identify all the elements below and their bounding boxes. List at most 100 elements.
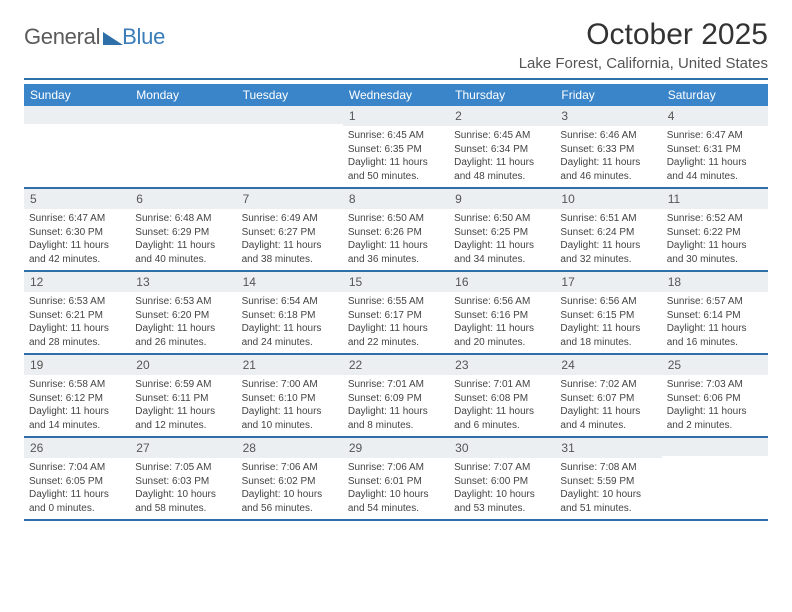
day-info-line: Daylight: 11 hours <box>560 405 656 419</box>
day-cell: 9Sunrise: 6:50 AMSunset: 6:25 PMDaylight… <box>449 189 555 270</box>
day-info-line: Sunrise: 6:47 AM <box>29 212 125 226</box>
day-info-line: Sunrise: 6:52 AM <box>667 212 763 226</box>
day-cell: 7Sunrise: 6:49 AMSunset: 6:27 PMDaylight… <box>237 189 343 270</box>
day-info-line: Sunset: 6:26 PM <box>348 226 444 240</box>
day-cell: 26Sunrise: 7:04 AMSunset: 6:05 PMDayligh… <box>24 438 130 519</box>
day-cell: 25Sunrise: 7:03 AMSunset: 6:06 PMDayligh… <box>662 355 768 436</box>
day-info-line: Daylight: 11 hours <box>667 239 763 253</box>
day-number: 31 <box>555 438 661 458</box>
day-number: 27 <box>130 438 236 458</box>
day-info-line: and 51 minutes. <box>560 502 656 516</box>
dow-tuesday: Tuesday <box>237 84 343 106</box>
day-number: 19 <box>24 355 130 375</box>
day-cell: 8Sunrise: 6:50 AMSunset: 6:26 PMDaylight… <box>343 189 449 270</box>
day-cell: 31Sunrise: 7:08 AMSunset: 5:59 PMDayligh… <box>555 438 661 519</box>
day-number: 22 <box>343 355 449 375</box>
day-info-line: Sunset: 6:31 PM <box>667 143 763 157</box>
day-cell: 22Sunrise: 7:01 AMSunset: 6:09 PMDayligh… <box>343 355 449 436</box>
logo-triangle-icon <box>103 32 123 45</box>
day-info-line: Sunset: 6:17 PM <box>348 309 444 323</box>
dow-sunday: Sunday <box>24 84 130 106</box>
day-cell: 27Sunrise: 7:05 AMSunset: 6:03 PMDayligh… <box>130 438 236 519</box>
day-info: Sunrise: 6:46 AMSunset: 6:33 PMDaylight:… <box>555 126 661 187</box>
day-info: Sunrise: 7:03 AMSunset: 6:06 PMDaylight:… <box>662 375 768 436</box>
day-number: 26 <box>24 438 130 458</box>
day-number <box>130 106 236 124</box>
day-info-line: Daylight: 10 hours <box>348 488 444 502</box>
day-number <box>237 106 343 124</box>
day-info-line: Sunset: 6:02 PM <box>242 475 338 489</box>
day-info: Sunrise: 6:45 AMSunset: 6:34 PMDaylight:… <box>449 126 555 187</box>
day-info-line: Daylight: 11 hours <box>560 156 656 170</box>
day-info-line: and 48 minutes. <box>454 170 550 184</box>
day-info-line: Sunrise: 6:57 AM <box>667 295 763 309</box>
day-info-line: Sunrise: 7:01 AM <box>454 378 550 392</box>
day-info-line: and 42 minutes. <box>29 253 125 267</box>
day-info-line: and 12 minutes. <box>135 419 231 433</box>
day-info-line: Sunrise: 6:46 AM <box>560 129 656 143</box>
day-info-line: Daylight: 11 hours <box>454 405 550 419</box>
day-info <box>24 124 130 131</box>
day-info <box>237 124 343 131</box>
day-info-line: Sunset: 6:09 PM <box>348 392 444 406</box>
logo: General Blue <box>24 18 165 50</box>
day-info-line: Sunset: 6:21 PM <box>29 309 125 323</box>
day-info-line: Sunrise: 6:48 AM <box>135 212 231 226</box>
logo-text-2: Blue <box>122 24 165 50</box>
day-info-line: Daylight: 11 hours <box>667 156 763 170</box>
dow-monday: Monday <box>130 84 236 106</box>
day-info: Sunrise: 7:01 AMSunset: 6:09 PMDaylight:… <box>343 375 449 436</box>
day-info-line: Sunrise: 6:53 AM <box>135 295 231 309</box>
day-info-line: Daylight: 11 hours <box>560 322 656 336</box>
day-cell: 24Sunrise: 7:02 AMSunset: 6:07 PMDayligh… <box>555 355 661 436</box>
day-info: Sunrise: 6:50 AMSunset: 6:26 PMDaylight:… <box>343 209 449 270</box>
day-info-line: Daylight: 10 hours <box>560 488 656 502</box>
day-info-line: Sunrise: 7:08 AM <box>560 461 656 475</box>
day-info-line: Sunrise: 6:55 AM <box>348 295 444 309</box>
day-cell: 6Sunrise: 6:48 AMSunset: 6:29 PMDaylight… <box>130 189 236 270</box>
day-info-line: Sunset: 6:24 PM <box>560 226 656 240</box>
day-info: Sunrise: 7:05 AMSunset: 6:03 PMDaylight:… <box>130 458 236 519</box>
day-info-line: Sunrise: 7:02 AM <box>560 378 656 392</box>
day-info-line: Sunset: 6:10 PM <box>242 392 338 406</box>
day-info-line: Daylight: 11 hours <box>560 239 656 253</box>
day-info-line: Sunrise: 7:06 AM <box>242 461 338 475</box>
day-number: 4 <box>662 106 768 126</box>
day-info-line: Daylight: 11 hours <box>135 322 231 336</box>
day-number: 23 <box>449 355 555 375</box>
day-info-line: Sunset: 6:29 PM <box>135 226 231 240</box>
day-info: Sunrise: 6:52 AMSunset: 6:22 PMDaylight:… <box>662 209 768 270</box>
day-info: Sunrise: 6:56 AMSunset: 6:15 PMDaylight:… <box>555 292 661 353</box>
day-info-line: Sunrise: 6:53 AM <box>29 295 125 309</box>
day-number: 29 <box>343 438 449 458</box>
day-info-line: Sunset: 6:33 PM <box>560 143 656 157</box>
day-info: Sunrise: 6:53 AMSunset: 6:20 PMDaylight:… <box>130 292 236 353</box>
day-number: 6 <box>130 189 236 209</box>
day-info-line: Daylight: 11 hours <box>348 156 444 170</box>
day-info-line: Daylight: 11 hours <box>667 322 763 336</box>
day-info-line: and 44 minutes. <box>667 170 763 184</box>
dow-thursday: Thursday <box>449 84 555 106</box>
day-info: Sunrise: 7:00 AMSunset: 6:10 PMDaylight:… <box>237 375 343 436</box>
day-info: Sunrise: 6:54 AMSunset: 6:18 PMDaylight:… <box>237 292 343 353</box>
day-number: 13 <box>130 272 236 292</box>
day-number: 30 <box>449 438 555 458</box>
day-number: 8 <box>343 189 449 209</box>
day-number: 12 <box>24 272 130 292</box>
day-info-line: Sunset: 6:14 PM <box>667 309 763 323</box>
day-info-line: and 0 minutes. <box>29 502 125 516</box>
day-info-line: Sunset: 6:07 PM <box>560 392 656 406</box>
day-info-line: Sunset: 6:12 PM <box>29 392 125 406</box>
day-info-line: and 26 minutes. <box>135 336 231 350</box>
day-info <box>130 124 236 131</box>
day-cell <box>662 438 768 519</box>
day-info-line: Daylight: 10 hours <box>135 488 231 502</box>
day-info: Sunrise: 7:07 AMSunset: 6:00 PMDaylight:… <box>449 458 555 519</box>
day-info: Sunrise: 6:45 AMSunset: 6:35 PMDaylight:… <box>343 126 449 187</box>
day-info-line: Sunrise: 6:56 AM <box>560 295 656 309</box>
day-info: Sunrise: 6:53 AMSunset: 6:21 PMDaylight:… <box>24 292 130 353</box>
day-number: 20 <box>130 355 236 375</box>
day-info-line: Daylight: 11 hours <box>29 239 125 253</box>
day-cell: 10Sunrise: 6:51 AMSunset: 6:24 PMDayligh… <box>555 189 661 270</box>
day-info: Sunrise: 6:48 AMSunset: 6:29 PMDaylight:… <box>130 209 236 270</box>
